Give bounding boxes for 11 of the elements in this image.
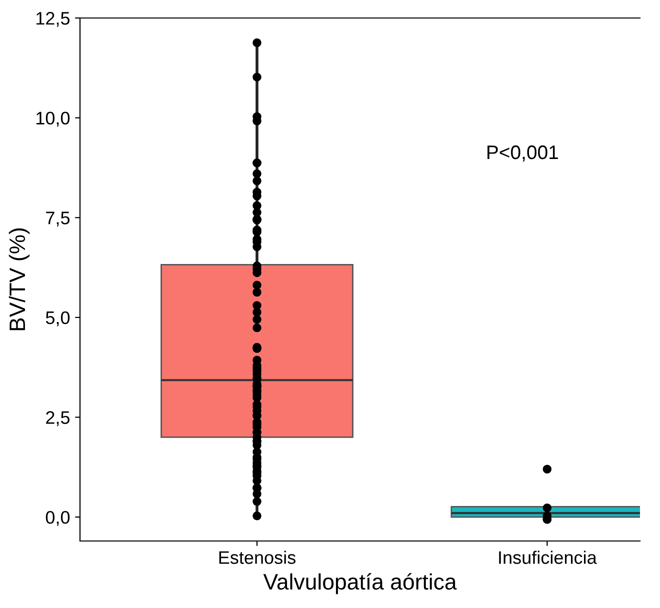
- y-tick-label: 7,5: [46, 212, 70, 226]
- y-tick-label: 10,0: [36, 112, 70, 127]
- y-axis-title: BV/TV (%): [8, 228, 30, 330]
- x-tick-label: Estenosis: [219, 550, 296, 564]
- annotation: P<0,001: [488, 145, 558, 162]
- y-tick-label: 5,0: [46, 311, 70, 326]
- y-tick-label: 12,5: [36, 12, 70, 27]
- y-tick-label: 2,5: [46, 411, 70, 426]
- x-tick-label: Insuficiencia: [499, 550, 597, 564]
- y-tick-label: 0,0: [46, 510, 70, 526]
- x-axis-title: Valvulopatía aórtica: [263, 573, 457, 594]
